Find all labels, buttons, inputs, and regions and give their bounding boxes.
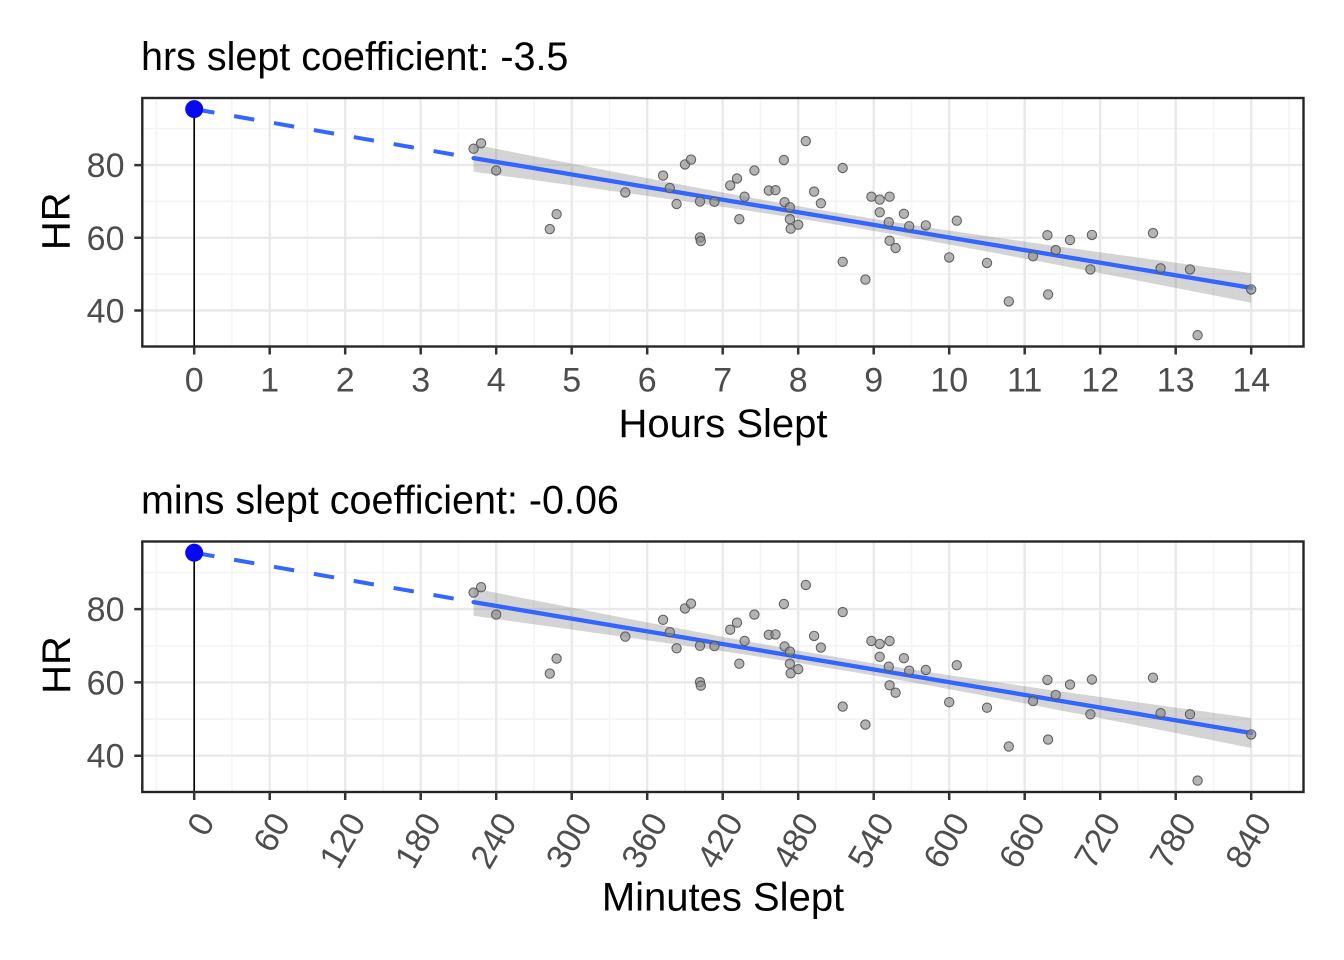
svg-text:Hours Slept: Hours Slept — [619, 402, 828, 446]
svg-text:HR: HR — [35, 636, 79, 694]
svg-text:11: 11 — [1007, 362, 1042, 400]
svg-text:40: 40 — [87, 738, 125, 776]
svg-text:1: 1 — [260, 362, 279, 400]
svg-text:0: 0 — [185, 362, 204, 400]
svg-text:mins slept coefficient: -0.06: mins slept coefficient: -0.06 — [141, 479, 619, 523]
svg-text:14: 14 — [1232, 362, 1270, 400]
svg-text:5: 5 — [562, 362, 581, 400]
svg-text:6: 6 — [638, 362, 657, 400]
svg-text:60: 60 — [87, 664, 125, 702]
svg-text:7: 7 — [713, 362, 732, 400]
svg-text:2: 2 — [336, 362, 355, 400]
svg-text:4: 4 — [487, 362, 506, 400]
svg-text:10: 10 — [930, 362, 968, 400]
svg-text:8: 8 — [789, 362, 808, 400]
svg-text:HR: HR — [35, 192, 79, 250]
svg-text:hrs slept coefficient: -3.5: hrs slept coefficient: -3.5 — [141, 35, 568, 79]
svg-text:13: 13 — [1157, 362, 1195, 400]
svg-text:3: 3 — [411, 362, 430, 400]
svg-text:40: 40 — [87, 293, 125, 331]
svg-text:80: 80 — [87, 147, 125, 185]
svg-text:Minutes Slept: Minutes Slept — [602, 876, 844, 920]
svg-text:80: 80 — [87, 591, 125, 629]
svg-text:12: 12 — [1081, 362, 1119, 400]
svg-text:9: 9 — [864, 362, 883, 400]
svg-text:60: 60 — [87, 220, 125, 258]
